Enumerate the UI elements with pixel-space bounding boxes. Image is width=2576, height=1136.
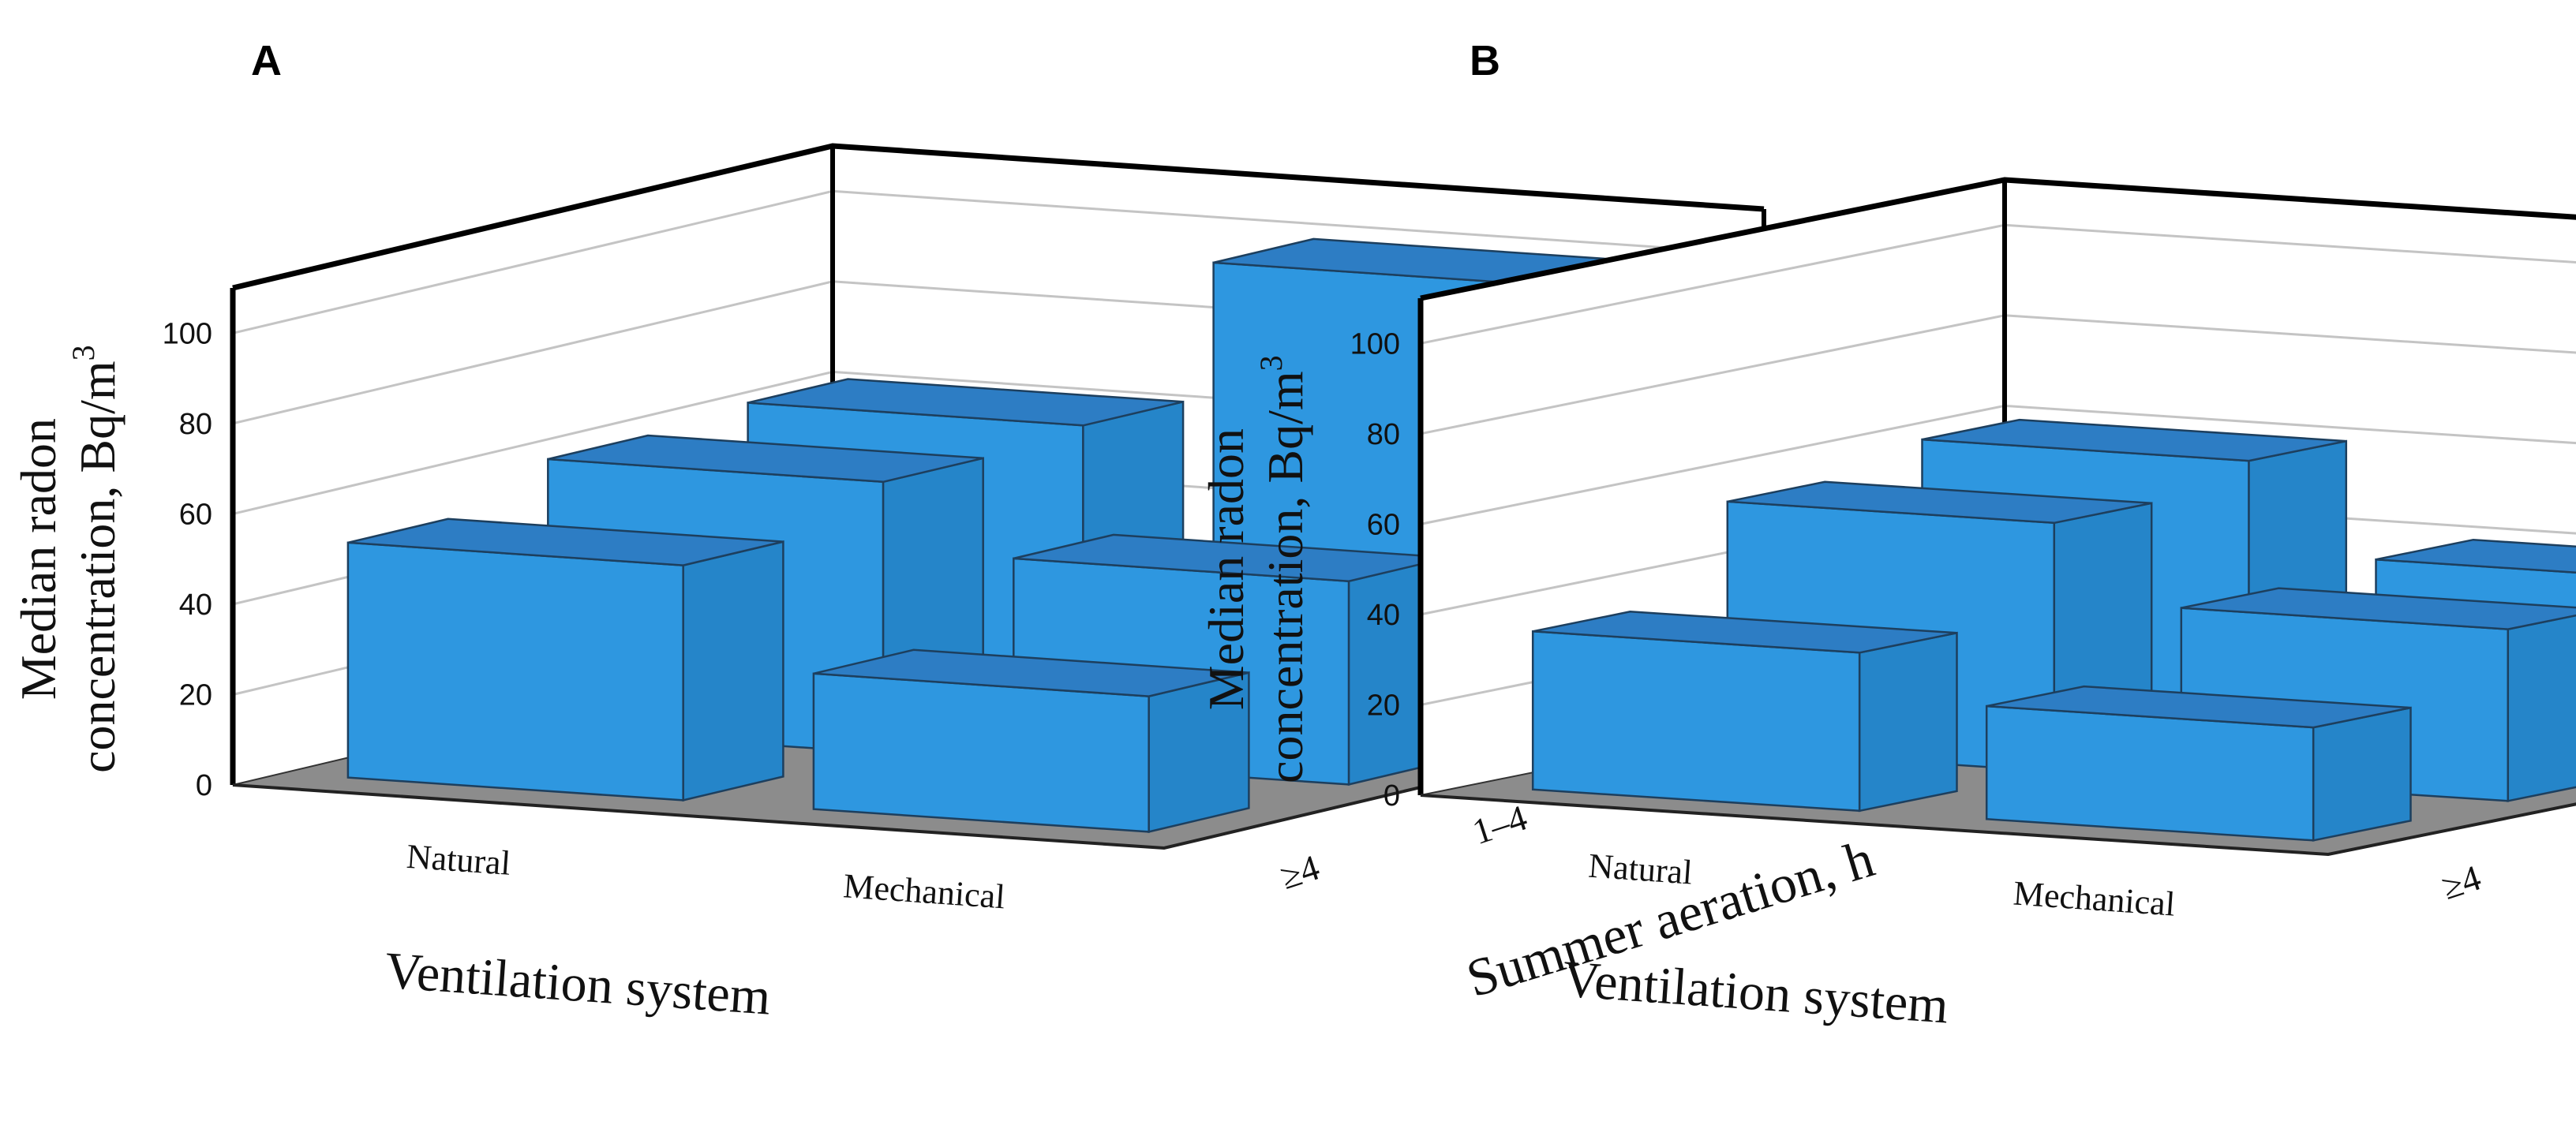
- bar-front-face: [1531, 630, 1861, 813]
- y-tick-label: 40: [1367, 599, 1400, 632]
- y-axis-title-superscript: 3: [1253, 355, 1289, 371]
- bar-top-face: [813, 648, 1249, 697]
- bar-top-face: [2181, 587, 2576, 630]
- bar-top-face: [1922, 418, 2347, 462]
- x-category-label: Mechanical: [842, 866, 1006, 916]
- chart-panel-b: 020406080100NaturalMechanical≥41–4≤1Vent…: [1198, 37, 2576, 1035]
- bar-mechanical-ge4: [812, 648, 1250, 833]
- y-tick-label: 80: [179, 408, 212, 441]
- y-tick-label: 40: [179, 589, 212, 622]
- z-category-label: ≥4: [1275, 847, 1324, 897]
- x-category-label: Natural: [406, 837, 512, 883]
- y-axis-title-line2: concentration, Bq/m3: [66, 345, 125, 773]
- x-category-label: Mechanical: [2012, 873, 2176, 923]
- bar-natural-ge4: [1531, 611, 1958, 813]
- y-axis-title-superscript: 3: [66, 345, 101, 361]
- panel-label: B: [1470, 37, 1500, 84]
- y-tick-label: 0: [196, 769, 212, 802]
- top-frame: [232, 143, 1765, 291]
- bar-top-face: [2376, 538, 2576, 574]
- y-axis-title-line2: concentration, Bq/m3: [1253, 355, 1313, 783]
- bar-natural-ge4: [346, 518, 784, 802]
- panel-label: A: [251, 37, 282, 84]
- y-axis-title-line1: Median radon: [10, 418, 66, 700]
- y-tick-label: 100: [1350, 327, 1400, 361]
- y-tick-label: 0: [1383, 779, 1400, 813]
- bar-top-face: [347, 518, 784, 566]
- bar-front-face: [812, 672, 1150, 833]
- y-tick-label: 20: [179, 678, 212, 712]
- z-category-label: ≥4: [2437, 858, 2486, 907]
- floor-front-edge: [1420, 794, 2576, 857]
- y-axis-title-line1: Median radon: [1198, 428, 1254, 710]
- y-tick-label: 80: [1367, 418, 1400, 451]
- bar-top-face: [747, 378, 1184, 427]
- z-category-label: 1–4: [1468, 797, 1532, 852]
- top-frame: [1420, 177, 2576, 301]
- x-category-label: Natural: [1587, 846, 1694, 892]
- y-tick-label: 20: [1367, 689, 1400, 722]
- y-tick-label: 100: [163, 317, 212, 350]
- y-tick-label: 60: [1367, 508, 1400, 541]
- x-axis-title: Ventilation system: [383, 942, 772, 1026]
- bar-front-face: [346, 541, 684, 802]
- bar-top-face: [1727, 480, 2152, 525]
- bar-side-face: [2507, 614, 2576, 802]
- bar-side-face: [2312, 706, 2412, 842]
- y-tick-label: 60: [179, 498, 212, 531]
- bar-mechanical-ge4: [1985, 685, 2412, 842]
- x-axis-title: Ventilation system: [1561, 951, 1950, 1035]
- bar-top-face: [1986, 685, 2411, 729]
- bar-side-face: [1858, 631, 1958, 813]
- bar-side-face: [682, 540, 784, 802]
- bar-top-face: [548, 434, 983, 484]
- bar-front-face: [1985, 704, 2315, 842]
- bar-top-face: [1532, 611, 1957, 654]
